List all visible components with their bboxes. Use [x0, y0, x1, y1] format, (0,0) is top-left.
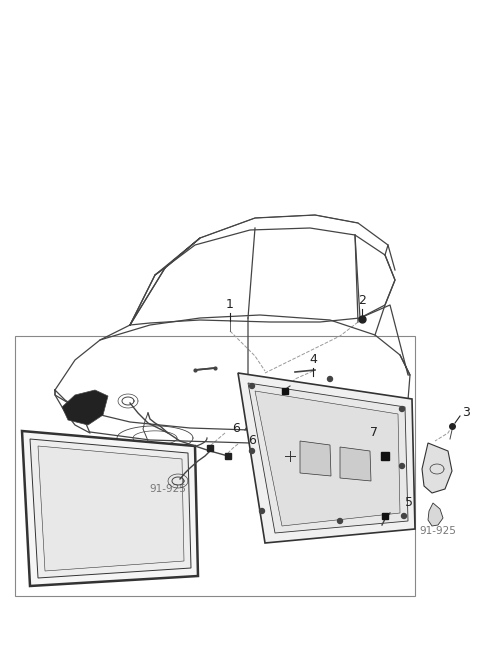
Polygon shape: [30, 439, 191, 578]
Polygon shape: [62, 390, 108, 425]
Text: 2: 2: [358, 294, 366, 307]
Polygon shape: [255, 391, 400, 526]
Text: 6: 6: [232, 422, 240, 436]
Circle shape: [250, 383, 254, 389]
Polygon shape: [238, 373, 415, 543]
Polygon shape: [340, 447, 371, 481]
Text: 5: 5: [405, 497, 413, 510]
Polygon shape: [38, 446, 184, 571]
Text: 4: 4: [309, 353, 317, 366]
Circle shape: [399, 464, 405, 469]
Polygon shape: [422, 443, 452, 493]
Polygon shape: [300, 441, 331, 476]
Text: 91-925: 91-925: [420, 526, 456, 536]
Polygon shape: [428, 503, 443, 526]
Text: 91-925: 91-925: [150, 484, 186, 494]
Polygon shape: [22, 431, 198, 586]
Circle shape: [260, 508, 264, 514]
Text: 6: 6: [248, 434, 256, 447]
Text: 7: 7: [370, 426, 378, 439]
Text: 1: 1: [226, 298, 234, 311]
Circle shape: [327, 376, 333, 381]
Circle shape: [250, 449, 254, 454]
Polygon shape: [248, 383, 408, 533]
Circle shape: [401, 514, 407, 518]
Circle shape: [399, 406, 405, 411]
Bar: [15, 336, 415, 596]
Circle shape: [337, 518, 343, 523]
Text: 3: 3: [462, 406, 470, 419]
